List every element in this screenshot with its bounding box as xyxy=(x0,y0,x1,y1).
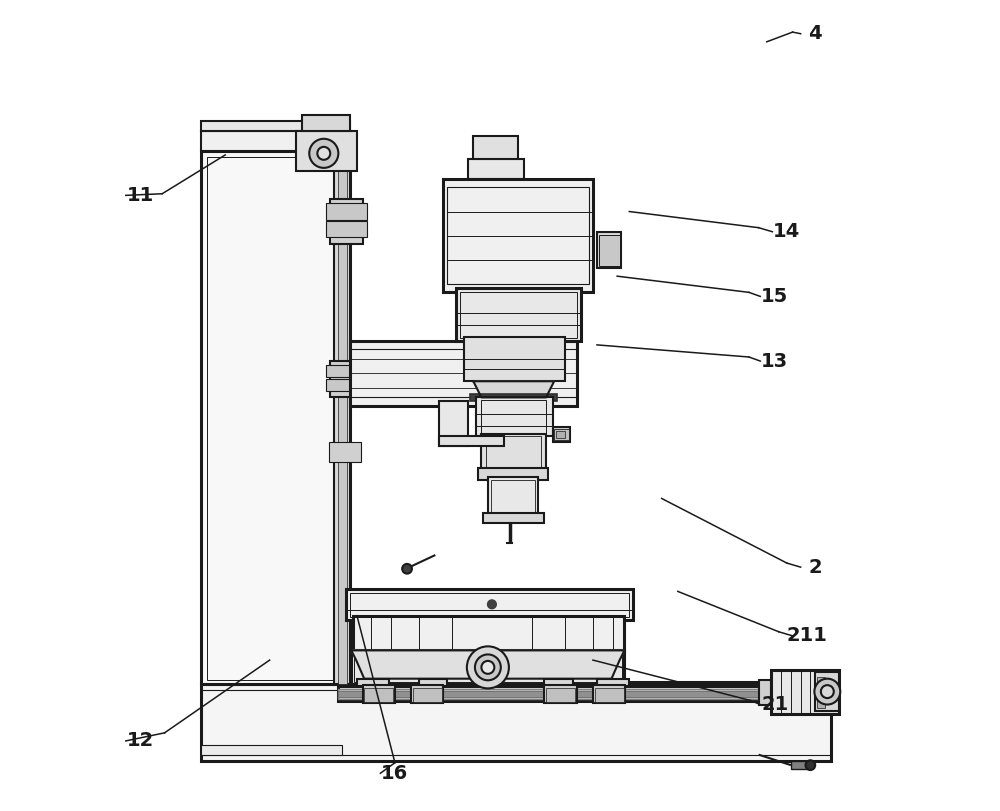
Polygon shape xyxy=(473,381,554,397)
Circle shape xyxy=(475,654,501,680)
Circle shape xyxy=(402,564,412,573)
Bar xyxy=(338,691,815,697)
Bar xyxy=(419,679,447,689)
Bar xyxy=(553,427,570,442)
Text: 211: 211 xyxy=(787,626,828,646)
Bar xyxy=(483,513,544,523)
Bar xyxy=(597,232,621,268)
Bar xyxy=(326,204,367,220)
Bar xyxy=(201,121,350,131)
Bar xyxy=(443,179,593,292)
Circle shape xyxy=(481,661,494,674)
Bar xyxy=(201,745,342,755)
Text: 15: 15 xyxy=(761,287,788,306)
Bar xyxy=(201,690,831,755)
Bar xyxy=(447,187,589,285)
Text: 2: 2 xyxy=(808,558,822,577)
Bar xyxy=(353,616,624,652)
Bar xyxy=(486,436,541,470)
Bar xyxy=(439,401,468,446)
Circle shape xyxy=(467,646,509,689)
Bar xyxy=(546,688,575,702)
Bar xyxy=(207,157,344,680)
Bar xyxy=(473,136,518,159)
Bar xyxy=(326,221,367,238)
Text: 11: 11 xyxy=(127,186,154,205)
Bar xyxy=(330,200,363,244)
Bar xyxy=(556,431,565,438)
Bar xyxy=(201,684,831,761)
Bar xyxy=(334,135,350,684)
Bar xyxy=(302,114,350,131)
Bar xyxy=(481,400,546,436)
Bar xyxy=(350,341,577,406)
Bar xyxy=(411,685,443,703)
Bar xyxy=(350,349,577,397)
Bar xyxy=(296,131,357,171)
Bar xyxy=(759,680,771,705)
Bar xyxy=(330,361,363,397)
Bar xyxy=(815,672,839,711)
Bar xyxy=(346,589,633,620)
Circle shape xyxy=(309,139,338,168)
Text: 13: 13 xyxy=(761,351,788,371)
Circle shape xyxy=(488,600,496,608)
Bar xyxy=(201,151,350,684)
Bar xyxy=(439,436,504,446)
Bar xyxy=(413,688,442,702)
Bar xyxy=(817,677,825,685)
Bar xyxy=(771,670,839,714)
Bar xyxy=(595,688,624,702)
Circle shape xyxy=(821,685,834,698)
Bar xyxy=(201,131,350,151)
Text: 21: 21 xyxy=(761,695,788,714)
Bar xyxy=(460,291,577,338)
Bar xyxy=(544,679,573,689)
Bar xyxy=(456,288,581,341)
Bar xyxy=(468,159,524,179)
Bar xyxy=(476,397,553,436)
Bar xyxy=(354,654,622,682)
Bar xyxy=(544,685,577,703)
Bar xyxy=(554,429,569,440)
Text: 16: 16 xyxy=(381,764,409,783)
Bar xyxy=(478,468,548,480)
Bar xyxy=(599,235,620,266)
Polygon shape xyxy=(351,650,624,679)
Bar xyxy=(817,700,825,708)
Bar xyxy=(338,689,815,699)
Bar xyxy=(597,679,629,689)
Bar xyxy=(791,761,809,769)
Circle shape xyxy=(814,679,840,705)
Text: 14: 14 xyxy=(773,222,801,241)
Bar xyxy=(488,478,538,515)
Bar xyxy=(817,689,825,697)
Bar xyxy=(338,686,815,701)
Bar xyxy=(481,434,546,470)
Circle shape xyxy=(806,760,815,770)
Bar xyxy=(491,480,535,513)
Bar xyxy=(351,650,624,684)
Bar xyxy=(470,394,557,401)
Bar xyxy=(363,685,395,703)
Circle shape xyxy=(317,147,330,160)
Bar xyxy=(464,337,565,381)
Bar xyxy=(338,135,347,684)
Bar xyxy=(364,688,393,702)
Text: 12: 12 xyxy=(127,732,154,750)
Text: 4: 4 xyxy=(808,24,822,43)
Bar xyxy=(326,379,367,391)
Bar xyxy=(357,679,389,689)
Bar xyxy=(326,365,367,377)
Bar xyxy=(350,593,629,617)
Bar xyxy=(593,685,625,703)
Bar xyxy=(329,442,361,462)
